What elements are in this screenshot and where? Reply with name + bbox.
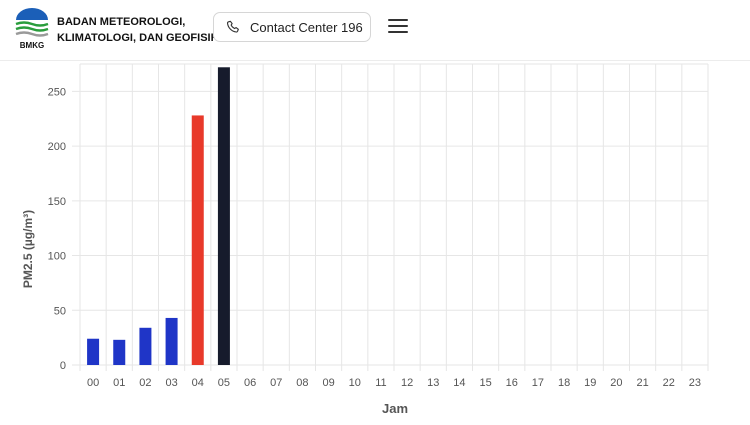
- x-tick-label: 07: [270, 377, 282, 389]
- x-tick-label: 19: [584, 377, 596, 389]
- bar-hour-00[interactable]: [87, 338, 100, 365]
- contact-center-button[interactable]: Contact Center 196: [213, 12, 371, 42]
- x-tick-label: 00: [87, 377, 99, 389]
- y-tick-label: 50: [54, 305, 66, 317]
- contact-center-label: Contact Center 196: [250, 19, 363, 35]
- x-tick-label: 06: [244, 377, 256, 389]
- y-axis-label: PM2.5 (µg/m³): [21, 210, 35, 288]
- bar-hour-02[interactable]: [139, 327, 152, 365]
- pm25-bar-chart: 0 50 100 150 200 250 00 01 02 03 04 05 06 07 08 09 10 11…: [21, 63, 709, 416]
- x-tick-label: 22: [663, 377, 675, 389]
- pm25-chart: 0 50 100 150 200 250 00 01 02 03 04 05 06 07 08 09 10 11…: [0, 62, 750, 420]
- y-tick-label: 250: [48, 86, 66, 98]
- x-tick-label: 01: [113, 377, 125, 389]
- x-tick-label: 05: [218, 377, 230, 389]
- bar-hour-04[interactable]: [191, 115, 204, 365]
- x-tick-label: 08: [296, 377, 308, 389]
- x-tick-label: 13: [427, 377, 439, 389]
- bmkg-logo[interactable]: BMKG: [12, 4, 52, 52]
- y-tick-label: 150: [48, 196, 66, 208]
- bar-hour-01[interactable]: [113, 339, 126, 365]
- site-header: BMKG BADAN METEOROLOGI, KLIMATOLOGI, DAN…: [0, 0, 750, 61]
- x-tick-label: 12: [401, 377, 413, 389]
- x-tick-label: 16: [506, 377, 518, 389]
- x-tick-label: 09: [322, 377, 334, 389]
- bar-hour-03[interactable]: [165, 317, 178, 365]
- y-tick-label: 0: [60, 360, 66, 372]
- x-tick-label: 23: [689, 377, 701, 389]
- phone-icon: [226, 20, 239, 33]
- x-tick-label: 18: [558, 377, 570, 389]
- x-tick-label: 11: [375, 377, 386, 389]
- x-tick-label: 14: [453, 377, 465, 389]
- organization-name-line1: BADAN METEOROLOGI,: [57, 16, 186, 28]
- x-tick-label: 15: [479, 377, 491, 389]
- bar-hour-05[interactable]: [217, 67, 230, 366]
- x-tick-label: 10: [349, 377, 361, 389]
- x-tick-label: 04: [192, 377, 204, 389]
- x-tick-label: 21: [636, 377, 648, 389]
- x-tick-label: 20: [610, 377, 622, 389]
- organization-name-line2: KLIMATOLOGI, DAN GEOFISIKA: [57, 32, 227, 44]
- x-tick-label: 02: [139, 377, 151, 389]
- hamburger-menu-icon[interactable]: [388, 19, 408, 35]
- organization-name: BADAN METEOROLOGI, KLIMATOLOGI, DAN GEOF…: [57, 14, 227, 46]
- y-tick-label: 200: [48, 141, 66, 153]
- y-tick-label: 100: [48, 251, 66, 263]
- x-tick-label: 03: [165, 377, 177, 389]
- logo-text: BMKG: [20, 41, 44, 50]
- x-tick-label: 17: [532, 377, 544, 389]
- x-axis-label: Jam: [382, 401, 408, 416]
